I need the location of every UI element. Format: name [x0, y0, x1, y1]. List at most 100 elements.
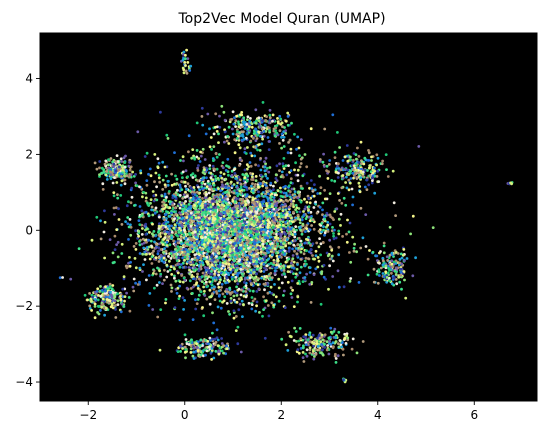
scatter-point	[181, 261, 185, 265]
scatter-point	[163, 268, 166, 272]
scatter-point	[282, 272, 286, 276]
scatter-point	[319, 340, 323, 344]
scatter-point	[184, 200, 188, 203]
scatter-point	[123, 165, 127, 169]
scatter-point	[216, 259, 220, 262]
scatter-point	[168, 259, 171, 263]
scatter-point	[208, 336, 212, 340]
scatter-point	[95, 167, 99, 171]
scatter-point	[191, 354, 195, 358]
scatter-point	[152, 249, 155, 253]
scatter-point	[115, 181, 119, 184]
scatter-point	[308, 186, 311, 190]
scatter-point	[293, 239, 297, 243]
scatter-point	[300, 232, 304, 236]
scatter-point	[284, 119, 288, 123]
scatter-point	[245, 258, 249, 262]
scatter-point	[386, 259, 390, 262]
scatter-point	[186, 194, 189, 198]
scatter-point	[156, 315, 160, 319]
scatter-point	[273, 247, 277, 251]
scatter-point	[201, 197, 204, 200]
scatter-point	[159, 272, 163, 276]
scatter-point	[127, 296, 131, 299]
scatter-point	[210, 254, 214, 258]
scatter-point	[142, 246, 146, 250]
scatter-point	[376, 259, 379, 262]
scatter-point	[116, 303, 120, 306]
scatter-point	[278, 114, 282, 118]
scatter-point	[188, 279, 192, 283]
scatter-point	[98, 289, 102, 293]
scatter-point	[187, 266, 191, 269]
scatter-point	[257, 116, 261, 120]
scatter-point	[320, 343, 323, 346]
scatter-point	[194, 262, 198, 266]
scatter-point	[106, 293, 110, 297]
scatter-point	[291, 257, 295, 260]
scatter-point	[225, 139, 229, 143]
scatter-point	[184, 356, 187, 360]
scatter-point	[230, 277, 234, 281]
scatter-point	[270, 205, 274, 209]
scatter-point	[284, 164, 288, 168]
scatter-point	[215, 328, 219, 332]
scatter-point	[263, 288, 266, 292]
scatter-point	[329, 326, 333, 330]
scatter-point	[194, 233, 198, 237]
scatter-point	[173, 276, 176, 280]
scatter-point	[152, 194, 156, 198]
scatter-point	[220, 337, 224, 340]
scatter-point	[314, 254, 318, 257]
scatter-point	[258, 311, 261, 314]
scatter-point	[111, 173, 115, 177]
scatter-point	[217, 349, 221, 353]
scatter-point	[153, 211, 157, 215]
scatter-point	[148, 167, 152, 171]
scatter-point	[268, 266, 272, 270]
scatter-point	[223, 221, 227, 225]
scatter-point	[121, 168, 124, 172]
scatter-point	[137, 234, 141, 238]
scatter-point	[184, 190, 187, 194]
scatter-point	[384, 270, 388, 274]
scatter-point	[229, 241, 233, 244]
scatter-point	[114, 169, 118, 173]
scatter-point	[223, 118, 227, 122]
scatter-point	[206, 179, 210, 183]
scatter-point	[234, 315, 238, 318]
scatter-point	[276, 117, 279, 120]
scatter-point	[231, 268, 235, 272]
scatter-point	[260, 142, 264, 146]
scatter-point	[212, 243, 216, 247]
scatter-point	[282, 191, 286, 195]
scatter-point	[245, 186, 248, 189]
scatter-point	[154, 234, 158, 238]
scatter-point	[125, 266, 129, 270]
scatter-point	[198, 260, 202, 264]
scatter-point	[288, 193, 292, 197]
scatter-point	[273, 283, 276, 286]
scatter-point	[268, 202, 272, 206]
scatter-point	[280, 170, 284, 174]
scatter-point	[120, 302, 124, 306]
scatter-point	[250, 296, 254, 299]
scatter-point	[196, 298, 200, 301]
scatter-point	[332, 234, 335, 238]
scatter-point	[239, 198, 242, 202]
scatter-point	[127, 261, 130, 265]
scatter-point	[105, 298, 109, 301]
scatter-point	[292, 339, 296, 342]
scatter-point	[218, 114, 221, 118]
scatter-point	[293, 132, 296, 136]
scatter-point	[183, 345, 187, 349]
scatter-point	[331, 226, 334, 229]
scatter-point	[414, 256, 417, 260]
scatter-point	[397, 275, 401, 279]
scatter-point	[266, 239, 270, 243]
scatter-point	[257, 194, 260, 197]
scatter-point	[249, 139, 253, 143]
scatter-point	[115, 228, 119, 232]
scatter-point	[203, 278, 207, 281]
scatter-point	[235, 294, 239, 297]
